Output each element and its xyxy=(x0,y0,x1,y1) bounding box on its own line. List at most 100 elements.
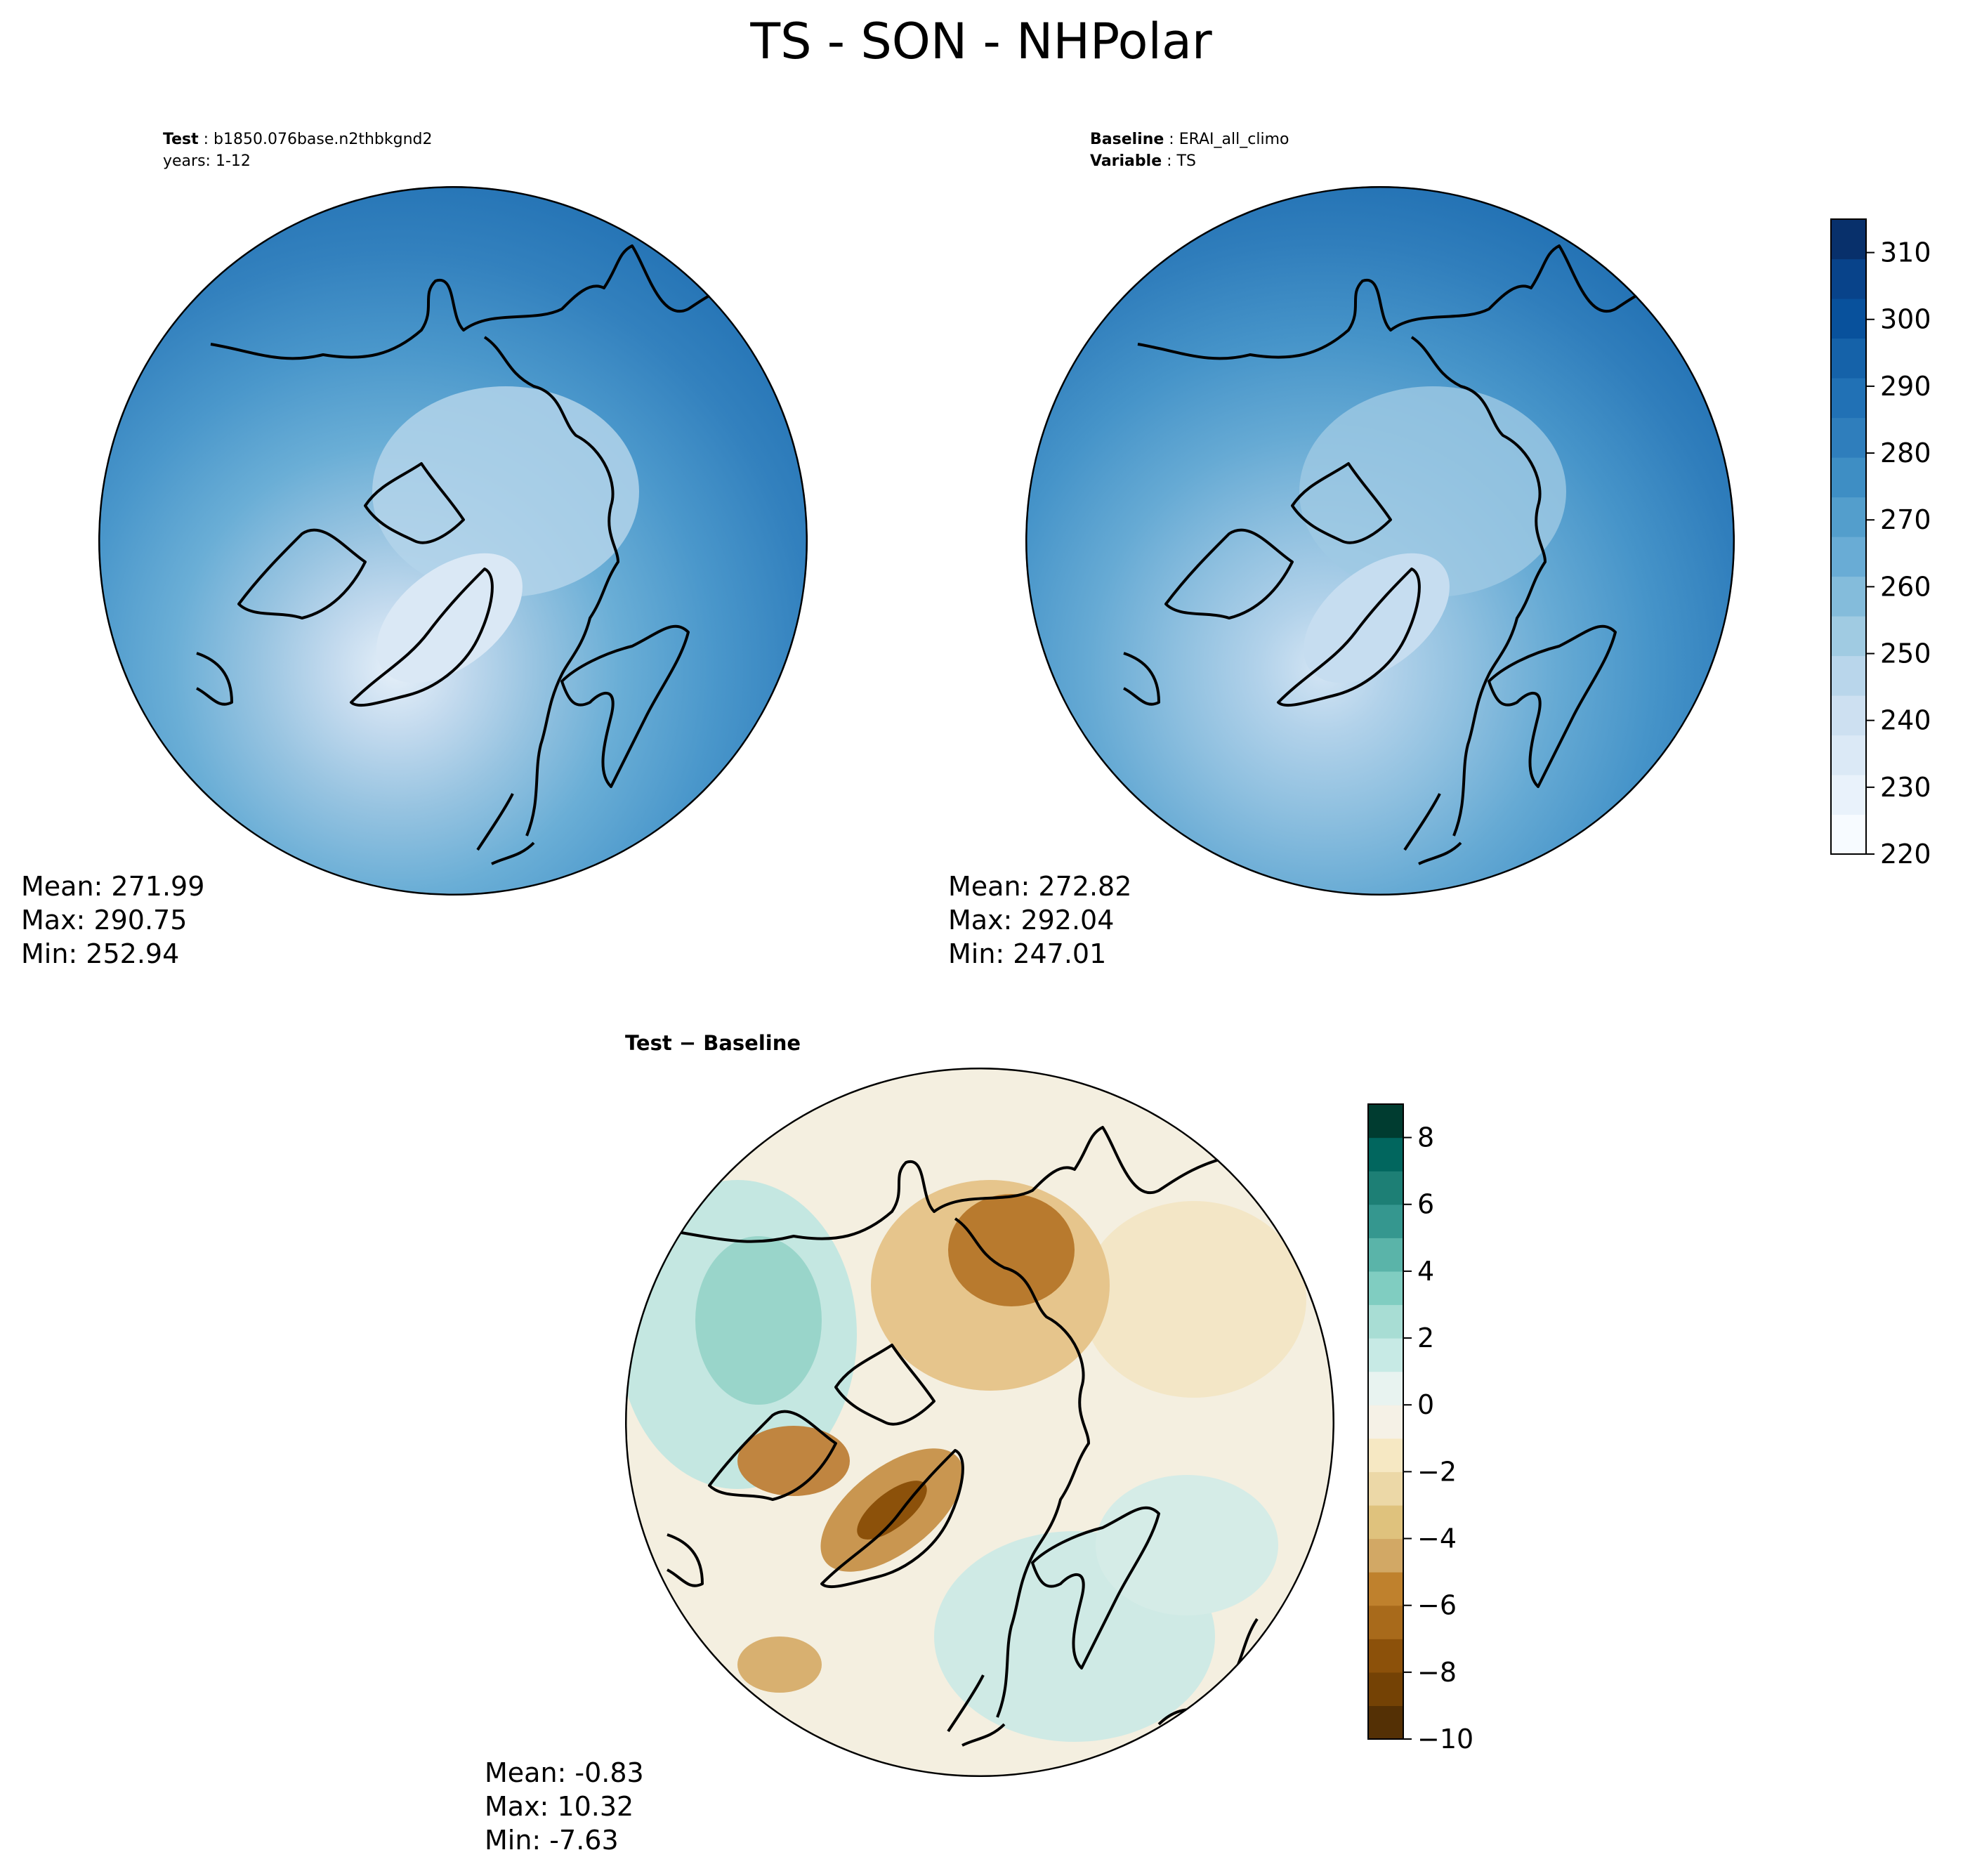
main-colorbar-tick-label: 290 xyxy=(1880,371,1931,402)
baseline-panel: Baseline : ERAI_all_climo Variable : TS xyxy=(948,131,1735,969)
diff-colorbar-segment xyxy=(1368,1572,1403,1606)
main-colorbar-tick-label: 240 xyxy=(1880,705,1931,736)
test-coastlines xyxy=(196,244,788,865)
main-colorbar-segment xyxy=(1831,735,1866,775)
main-colorbar-tick-label: 230 xyxy=(1880,772,1931,803)
difference-map xyxy=(625,1068,1334,1777)
diff-negative-arctic-core xyxy=(948,1194,1075,1306)
diff-colorbar-segment xyxy=(1368,1471,1403,1506)
main-colorbar-segment xyxy=(1831,417,1866,458)
baseline-min: Min: 247.01 xyxy=(948,938,1106,969)
variable-header: Variable : TS xyxy=(1090,152,1196,170)
diff-colorbar-segment xyxy=(1368,1438,1403,1472)
test-panel: Test : b1850.076base.n2thbkgnd2 years: 1… xyxy=(21,131,808,969)
diff-colorbar-segment xyxy=(1368,1605,1403,1639)
diff-colorbar-segment xyxy=(1368,1639,1403,1673)
baseline-header: Baseline : ERAI_all_climo xyxy=(1090,131,1289,148)
main-colorbar-tick-label: 220 xyxy=(1880,839,1931,870)
diff-colorbar-segment xyxy=(1368,1171,1403,1205)
difference-map-outline xyxy=(625,1068,1334,1777)
diff-negative-pacific xyxy=(737,1636,822,1693)
difference-max: Max: 10.32 xyxy=(485,1791,633,1822)
main-colorbar-segment xyxy=(1831,814,1866,855)
test-header: Test : b1850.076base.n2thbkgnd2 xyxy=(163,131,433,148)
diff-positive-southeast xyxy=(1096,1475,1278,1615)
test-min: Min: 252.94 xyxy=(21,938,179,969)
main-colorbar-tick-label: 260 xyxy=(1880,571,1931,602)
diff-negative-canada xyxy=(737,1426,850,1496)
main-colorbar-segment xyxy=(1831,219,1866,260)
test-case-name: b1850.076base.n2thbkgnd2 xyxy=(214,131,432,148)
diff-colorbar-frame xyxy=(1367,1103,1404,1740)
variable-header-label: Variable xyxy=(1090,152,1162,170)
main-colorbar-segment xyxy=(1831,616,1866,657)
main-colorbar-segment xyxy=(1831,775,1866,815)
diff-colorbar-tick-label: −10 xyxy=(1417,1724,1473,1754)
baseline-map xyxy=(1025,186,1735,896)
diff-colorbar-segment xyxy=(1368,1204,1403,1238)
diff-colorbar-tick-label: 2 xyxy=(1417,1323,1434,1353)
diff-colorbar-segment xyxy=(1368,1538,1403,1573)
main-colorbar-segment xyxy=(1831,537,1866,577)
diff-colorbar-tick-label: 4 xyxy=(1417,1256,1434,1287)
diff-colorbar-segment xyxy=(1368,1304,1403,1339)
diff-colorbar-segment xyxy=(1368,1338,1403,1372)
test-cold-region xyxy=(372,386,639,597)
diff-colorbar-segment xyxy=(1368,1405,1403,1439)
diff-colorbar-tick-label: −8 xyxy=(1417,1657,1457,1688)
diff-colorbar-tick-label: −4 xyxy=(1417,1523,1457,1554)
main-colorbar-segment xyxy=(1831,457,1866,498)
main-colorbar-tick-label: 280 xyxy=(1880,438,1931,468)
difference-panel: Test − Baseline xyxy=(485,1031,1334,1856)
test-years: years: 1-12 xyxy=(163,152,251,170)
main-colorbar-segment xyxy=(1831,299,1866,339)
diff-negative-greenland-core xyxy=(857,1481,927,1540)
main-colorbar: 220 230 240 250 260 270 280 290 300 310 xyxy=(1830,218,1931,870)
diff-colorbar-tick-label: 0 xyxy=(1417,1389,1434,1420)
main-colorbar-segment xyxy=(1831,338,1866,379)
diff-colorbar-segment xyxy=(1368,1104,1403,1139)
main-colorbar-segment xyxy=(1831,497,1866,537)
baseline-header-label: Baseline xyxy=(1090,131,1164,148)
baseline-case-name: ERAI_all_climo xyxy=(1179,131,1289,148)
diff-colorbar-segment xyxy=(1368,1271,1403,1306)
diff-colorbar-segment xyxy=(1368,1504,1403,1540)
test-max: Max: 290.75 xyxy=(21,905,187,936)
diff-positive-west-core xyxy=(695,1236,822,1405)
main-colorbar-tick-label: 300 xyxy=(1880,304,1931,335)
main-colorbar-segment xyxy=(1831,378,1866,419)
diff-colorbar-tick-label: −6 xyxy=(1417,1590,1457,1621)
baseline-coastlines xyxy=(1123,244,1715,865)
difference-mean: Mean: -0.83 xyxy=(485,1757,644,1788)
difference-min: Min: -7.63 xyxy=(485,1825,619,1856)
diff-colorbar-segment xyxy=(1368,1137,1403,1172)
diff-colorbar-tick-label: 6 xyxy=(1417,1189,1434,1220)
main-colorbar-segment xyxy=(1831,695,1866,736)
baseline-map-outline xyxy=(1025,186,1735,896)
diff-colorbar-segment xyxy=(1368,1371,1403,1405)
diff-colorbar-tick-label: 8 xyxy=(1417,1122,1434,1153)
main-colorbar-tick-label: 250 xyxy=(1880,638,1931,669)
test-mean: Mean: 271.99 xyxy=(21,871,204,902)
difference-coastlines xyxy=(667,1126,1259,1747)
diff-colorbar-tick-label: −2 xyxy=(1417,1456,1457,1487)
diff-colorbar-segment xyxy=(1368,1672,1403,1707)
main-colorbar-segment xyxy=(1831,655,1866,696)
baseline-mean: Mean: 272.82 xyxy=(948,871,1131,902)
main-colorbar-tick-label: 270 xyxy=(1880,504,1931,535)
figure-title: TS - SON - NHPolar xyxy=(749,13,1212,70)
test-map xyxy=(98,186,808,896)
difference-colorbar: −10 −8 −6 −4 −2 0 2 4 6 8 xyxy=(1367,1103,1473,1754)
diff-colorbar-segment xyxy=(1368,1705,1403,1740)
main-colorbar-tick-label: 310 xyxy=(1880,237,1931,268)
baseline-max: Max: 292.04 xyxy=(948,905,1114,936)
variable-name: TS xyxy=(1176,152,1196,170)
test-header-label: Test xyxy=(163,131,199,148)
diff-neutral-east xyxy=(1082,1201,1306,1398)
baseline-cold-region xyxy=(1299,386,1566,597)
diff-colorbar-segment xyxy=(1368,1238,1403,1272)
main-colorbar-frame xyxy=(1830,218,1867,855)
test-map-outline xyxy=(98,186,808,896)
main-colorbar-segment xyxy=(1831,258,1866,299)
